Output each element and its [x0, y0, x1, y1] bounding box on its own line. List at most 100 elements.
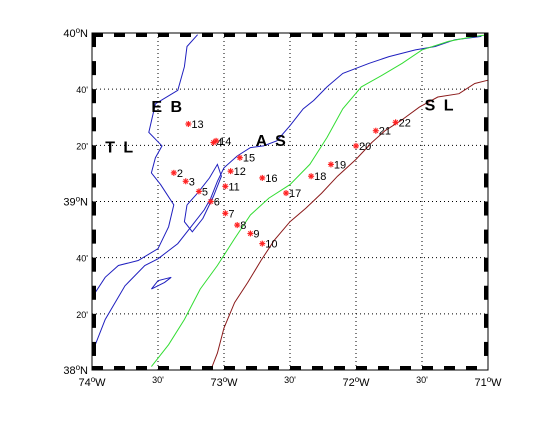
frame-bar-right	[484, 201, 488, 216]
station-marker-d2	[328, 161, 334, 167]
station-marker-d2	[185, 121, 191, 127]
frame-bar-left	[92, 313, 96, 328]
station-label: 20	[359, 141, 371, 153]
station-2: 2	[170, 168, 183, 180]
frame-bar-left	[92, 257, 96, 272]
station-label: 10	[265, 239, 277, 251]
x-tick-label: 30'	[152, 375, 164, 385]
region-label: E B	[151, 99, 184, 116]
frame-bar-left	[92, 201, 96, 216]
frame-bar-top	[202, 33, 213, 37]
region-label: S L	[425, 98, 456, 115]
station-label: 5	[202, 186, 208, 198]
frame-bar-right	[484, 229, 488, 244]
frame-bar-left	[92, 33, 96, 48]
frame-bar-left	[92, 229, 96, 244]
y-tick-label: 40oN	[63, 26, 88, 40]
station-marker-d2	[353, 143, 359, 149]
map-frame	[91, 32, 489, 371]
contour-blue-shelf	[210, 35, 482, 199]
station-15: 15	[236, 153, 255, 165]
station-label: 8	[240, 220, 246, 232]
frame-bar-bottom	[268, 366, 279, 370]
station-label: 19	[334, 159, 346, 171]
station-20: 20	[353, 141, 371, 153]
station-label: 4	[216, 138, 222, 150]
station-marker-d2	[393, 119, 399, 125]
contour-green	[151, 34, 489, 367]
station-label: 15	[243, 153, 255, 165]
station-5: 5	[195, 186, 208, 198]
frame-bar-top	[268, 33, 279, 37]
station-marker-d2	[237, 155, 243, 161]
frame-bar-bottom	[312, 366, 323, 370]
frame-bar-top	[290, 33, 301, 37]
frame-bar-bottom	[422, 366, 433, 370]
station-label: 17	[289, 188, 301, 200]
frame-bar-bottom	[356, 366, 367, 370]
region-label: A S	[256, 133, 288, 150]
station-11: 11	[222, 181, 240, 193]
y-tick-label: 20'	[76, 141, 88, 151]
x-tick-label: 73oW	[210, 375, 238, 389]
station-label: 7	[228, 208, 234, 220]
station-marker-d2	[222, 183, 228, 189]
station-marker-d2	[234, 222, 240, 228]
station-label: 13	[191, 119, 203, 131]
frame-bar-left	[92, 117, 96, 132]
station-9: 9	[247, 229, 260, 241]
station-label: 2	[177, 168, 183, 180]
station-17: 17	[283, 188, 301, 200]
axis-tick-labels: 74oW 30' 73oW 30' 72oW 30' 71oW 38oN 20' 40' 39oN 2…	[63, 26, 502, 389]
frame-bar-bottom	[180, 366, 191, 370]
x-tick-label: 74oW	[78, 375, 106, 389]
contour-blue-lower	[91, 197, 212, 354]
station-6: 6	[207, 197, 220, 209]
station-label: 16	[265, 173, 277, 185]
y-tick-label: 38oN	[63, 363, 88, 377]
station-marker-d2	[259, 175, 265, 181]
frame-bar-left	[92, 145, 96, 160]
station-19: 19	[327, 159, 346, 171]
frame-bar-top	[400, 33, 411, 37]
station-marker-d2	[222, 210, 228, 216]
frame-bar-bottom	[444, 366, 455, 370]
frame-bar-top	[114, 33, 125, 37]
frame-bar-bottom	[378, 366, 389, 370]
frame-bar-right	[484, 173, 488, 188]
frame-bar-bottom	[246, 366, 257, 370]
contour-blue-small	[151, 276, 172, 290]
frame-bar-right	[484, 285, 488, 300]
station-13: 13	[185, 119, 204, 131]
frame-bar-top	[136, 33, 147, 37]
station-21: 21	[372, 126, 391, 138]
contour-blue-loop	[183, 163, 222, 233]
station-marker-d2	[171, 170, 177, 176]
frame-bar-right	[484, 33, 488, 48]
frame-bar-bottom	[136, 366, 147, 370]
region-labels: E B T L A S S L	[105, 98, 456, 157]
station-marker-d2	[208, 198, 214, 205]
station-label: 18	[314, 171, 326, 183]
station-7: 7	[222, 208, 234, 220]
frame-bar-bottom	[202, 366, 213, 370]
station-16: 16	[259, 173, 278, 185]
frame-bar-bottom	[466, 366, 477, 370]
station-label: 6	[214, 197, 220, 209]
station-label: 9	[253, 229, 259, 241]
station-label: 22	[399, 117, 411, 129]
frame-bar-right	[484, 61, 488, 76]
station-marker-d2	[196, 188, 202, 194]
frame-bar-bottom	[158, 366, 169, 370]
station-marker-d2	[308, 173, 314, 179]
y-tick-label: 20'	[76, 310, 88, 320]
frame-bar-left	[92, 89, 96, 104]
frame-bar-right	[484, 341, 488, 356]
frame-bar-right	[484, 89, 488, 104]
frame-bar-top	[180, 33, 191, 37]
frame-bar-top	[422, 33, 433, 37]
frame-bar-top	[224, 33, 235, 37]
